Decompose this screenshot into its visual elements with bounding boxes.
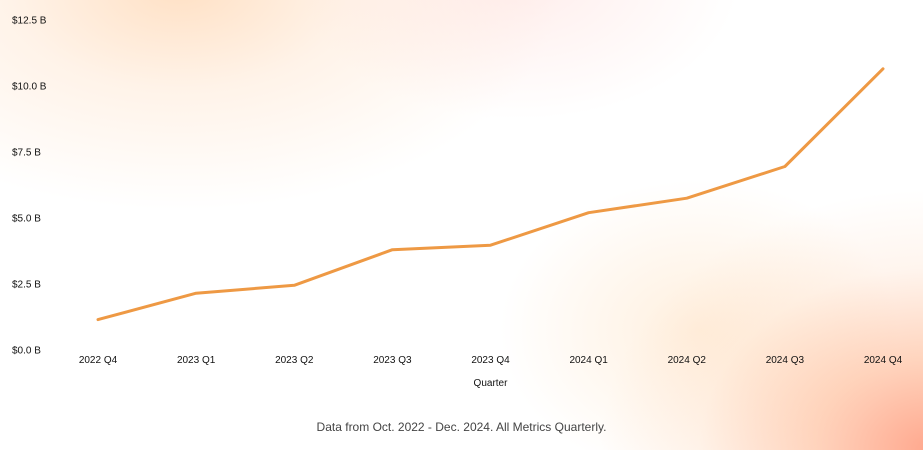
x-tick-label: 2024 Q4 — [864, 355, 903, 366]
x-tick-label: 2024 Q1 — [569, 355, 608, 366]
x-tick-label: 2024 Q2 — [668, 355, 707, 366]
series-layer — [96, 67, 885, 322]
y-tick-label: $5.0 B — [12, 214, 41, 225]
footer-note: Data from Oct. 2022 - Dec. 2024. All Met… — [316, 420, 607, 434]
x-axis-ticks: 2022 Q4 2023 Q1 2023 Q2 2023 Q3 2023 Q4 2024 … — [79, 355, 903, 366]
x-axis-title: Quarter — [474, 378, 509, 389]
y-tick-label: $2.5 B — [12, 280, 41, 291]
series-line — [96, 67, 885, 322]
x-tick-label: 2022 Q4 — [79, 355, 118, 366]
y-tick-label: $12.5 B — [12, 16, 47, 27]
y-tick-label: $0.0 B — [12, 346, 41, 357]
y-tick-label: $7.5 B — [12, 148, 41, 159]
y-tick-label: $10.0 B — [12, 82, 47, 93]
x-tick-label: 2023 Q3 — [373, 355, 412, 366]
x-tick-label: 2023 Q1 — [177, 355, 216, 366]
y-axis-ticks: $0.0 B $2.5 B $5.0 B $7.5 B $10.0 B $12.5 B — [12, 16, 47, 357]
x-tick-label: 2023 Q4 — [471, 355, 510, 366]
x-tick-label: 2023 Q2 — [275, 355, 314, 366]
x-tick-label: 2024 Q3 — [766, 355, 805, 366]
